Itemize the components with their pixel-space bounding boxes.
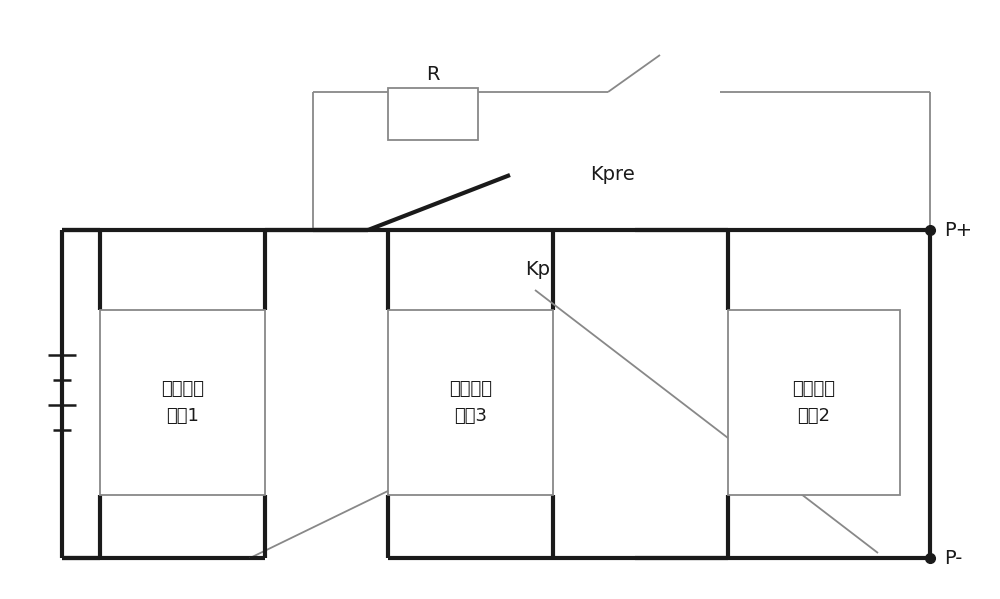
Text: Kpre: Kpre [590, 165, 635, 184]
Text: 电压检测
电路1: 电压检测 电路1 [161, 380, 204, 425]
Text: Kp: Kp [525, 260, 550, 279]
Text: R: R [426, 65, 440, 84]
Text: 电压检测
电路2: 电压检测 电路2 [792, 380, 836, 425]
FancyBboxPatch shape [388, 88, 478, 140]
FancyBboxPatch shape [100, 310, 265, 495]
Text: 电压检测
电路3: 电压检测 电路3 [449, 380, 492, 425]
Text: P-: P- [944, 549, 962, 567]
Text: P+: P+ [944, 220, 972, 240]
FancyBboxPatch shape [388, 310, 553, 495]
FancyBboxPatch shape [728, 310, 900, 495]
